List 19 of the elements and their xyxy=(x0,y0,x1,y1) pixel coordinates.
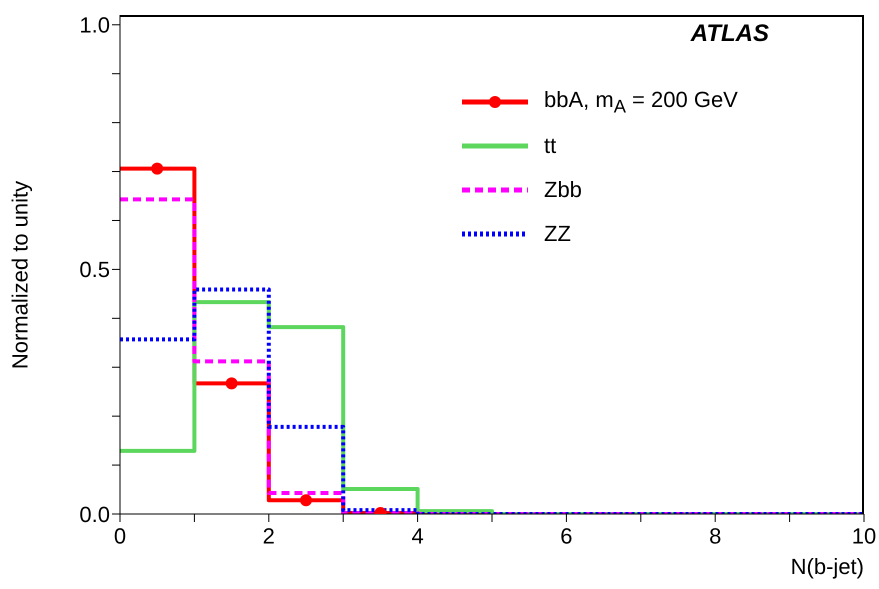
y-axis-title: Normalized to unity xyxy=(8,180,33,370)
point xyxy=(300,494,312,506)
x-tick-label: 8 xyxy=(709,524,722,549)
legend-label: bbA, m$_{A}$ = 200 GeV xyxy=(544,86,738,118)
x-tick-label: 0 xyxy=(114,524,126,549)
point xyxy=(151,162,164,175)
x-tick-label: 6 xyxy=(560,524,573,549)
annotation: ATLAS xyxy=(690,20,769,48)
legend-label: ZZ xyxy=(544,221,571,247)
legend-label: tt xyxy=(544,133,556,159)
x-axis-title: N(b-jet) xyxy=(790,554,864,579)
y-tick-label: 0.0 xyxy=(79,502,110,527)
x-tick-label: 10 xyxy=(852,524,876,549)
legend-label: Zbb xyxy=(544,177,582,203)
y-tick-label: 1.0 xyxy=(79,12,110,38)
y-tick-label: 0.5 xyxy=(79,257,110,282)
point xyxy=(226,377,238,390)
x-tick-label: 2 xyxy=(262,524,275,549)
x-tick-label: 4 xyxy=(411,524,424,549)
